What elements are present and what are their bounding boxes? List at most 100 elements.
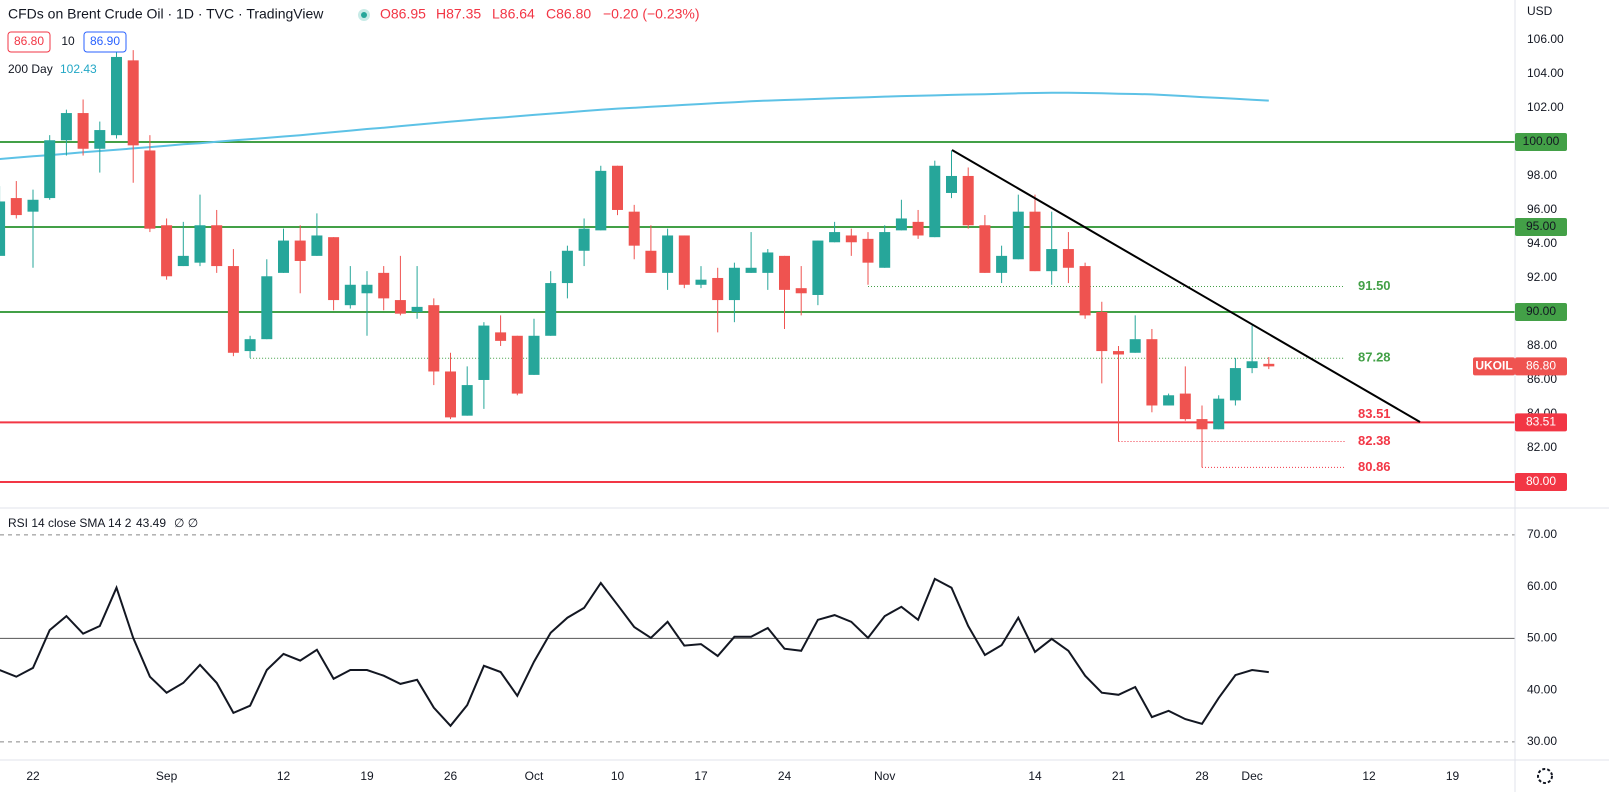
candle-body — [895, 218, 907, 231]
level-axis-box — [1515, 302, 1567, 321]
candle-body — [946, 175, 957, 193]
settings-icon[interactable] — [1537, 768, 1553, 784]
candle-body — [1012, 211, 1024, 260]
candle-body — [144, 150, 156, 229]
candle-body — [361, 284, 373, 294]
candle-body — [211, 225, 223, 267]
candle-body — [261, 276, 273, 340]
candle-body — [10, 198, 22, 216]
x-tick-label: 26 — [444, 769, 458, 783]
candle-body — [495, 332, 507, 341]
x-tick-label: Sep — [156, 769, 178, 783]
candle-body — [578, 228, 590, 251]
ask-box[interactable] — [83, 31, 127, 53]
candle-body — [1213, 398, 1225, 430]
candle-body — [511, 335, 523, 394]
x-tick-label: Dec — [1241, 769, 1262, 783]
currency[interactable]: USD — [1527, 4, 1553, 18]
y-tick-label: 88.00 — [1527, 338, 1557, 352]
candle-body — [44, 140, 56, 199]
x-tick-label: 24 — [778, 769, 792, 783]
candle-body — [745, 267, 757, 273]
bid-box[interactable] — [7, 31, 51, 53]
bid[interactable]: 86.80 — [14, 34, 44, 48]
candle-body — [1179, 393, 1191, 420]
candle-body — [929, 165, 941, 238]
x-tick-label: 14 — [1028, 769, 1042, 783]
candle-body — [344, 284, 356, 306]
candle-body — [996, 255, 1008, 273]
x-tick-label: 19 — [360, 769, 374, 783]
y-tick-label: 92.00 — [1527, 270, 1557, 284]
candle-body — [1196, 419, 1208, 430]
candle-body — [912, 221, 924, 236]
moving-average — [0, 91, 1269, 160]
level-axis-label: 90.00 — [1526, 304, 1556, 318]
candle-body — [829, 232, 841, 243]
level-label: 87.28 — [1358, 350, 1391, 365]
candle-body — [779, 255, 790, 290]
candle-body — [1096, 311, 1108, 352]
level-axis-label: 83.51 — [1526, 414, 1556, 428]
candle-body — [1146, 339, 1158, 406]
x-tick-label: 17 — [694, 769, 708, 783]
y-tick-label: 102.00 — [1527, 100, 1564, 114]
symbol-box — [1473, 357, 1515, 376]
level-axis-box — [1515, 217, 1567, 236]
candle-body — [411, 306, 423, 312]
candle-body — [77, 113, 89, 149]
candle-body — [328, 237, 340, 301]
ask[interactable]: 86.90 — [90, 34, 120, 48]
rsi-tick-label: 70.00 — [1527, 527, 1557, 541]
level-axis-box — [1515, 132, 1567, 151]
candle-body — [1062, 249, 1074, 268]
candle-body — [161, 225, 173, 277]
candle-body — [1113, 351, 1124, 355]
level-label: 91.50 — [1358, 278, 1391, 293]
x-tick-label: Oct — [525, 769, 544, 783]
candle-body — [695, 279, 707, 285]
candle-body — [127, 60, 139, 146]
x-tick-label: Nov — [874, 769, 895, 783]
ma-name: 200 Day — [8, 62, 53, 76]
candle-body — [795, 288, 807, 294]
candle-body — [545, 283, 557, 336]
level-axis-box — [1515, 413, 1567, 432]
last-price-box — [1515, 357, 1567, 376]
candle-body — [628, 211, 640, 246]
candle-body — [394, 300, 406, 314]
candle-body — [1046, 249, 1058, 272]
level-label: 83.51 — [1358, 406, 1391, 421]
candle-body — [1079, 266, 1091, 316]
candle-body — [595, 170, 607, 231]
x-tick-label: 12 — [277, 769, 291, 783]
y-tick-label: 104.00 — [1527, 66, 1564, 80]
candle-body — [1246, 361, 1258, 369]
candle-body — [177, 255, 189, 267]
y-tick-label: 86.00 — [1527, 372, 1557, 386]
candle-body — [962, 175, 974, 226]
candle-body — [812, 240, 824, 295]
level-axis-label: 95.00 — [1526, 219, 1556, 233]
spread: 10 — [61, 34, 75, 48]
x-tick-label: 19 — [1446, 769, 1460, 783]
candle-body — [1263, 363, 1275, 367]
candle-body — [478, 325, 490, 380]
y-tick-label: 82.00 — [1527, 440, 1557, 454]
ohlc-low: L86.64 — [492, 6, 535, 22]
level-axis-box — [1515, 472, 1567, 491]
ohlc-high: H87.35 — [436, 6, 481, 22]
y-tick-label: 94.00 — [1527, 236, 1557, 250]
trendline — [951, 149, 1421, 423]
candle-body — [445, 371, 456, 418]
axes: 106.00 104.00 102.00 98.00 96.00 94.00 92.00 88… — [26, 32, 1567, 783]
x-tick-label: 22 — [26, 769, 40, 783]
candle-body — [645, 250, 657, 273]
candle-body — [712, 277, 724, 301]
candle-body — [845, 235, 857, 243]
rsi-extra: ∅ ∅ — [174, 516, 198, 530]
candle-body — [0, 201, 6, 256]
candle-body — [60, 113, 72, 141]
